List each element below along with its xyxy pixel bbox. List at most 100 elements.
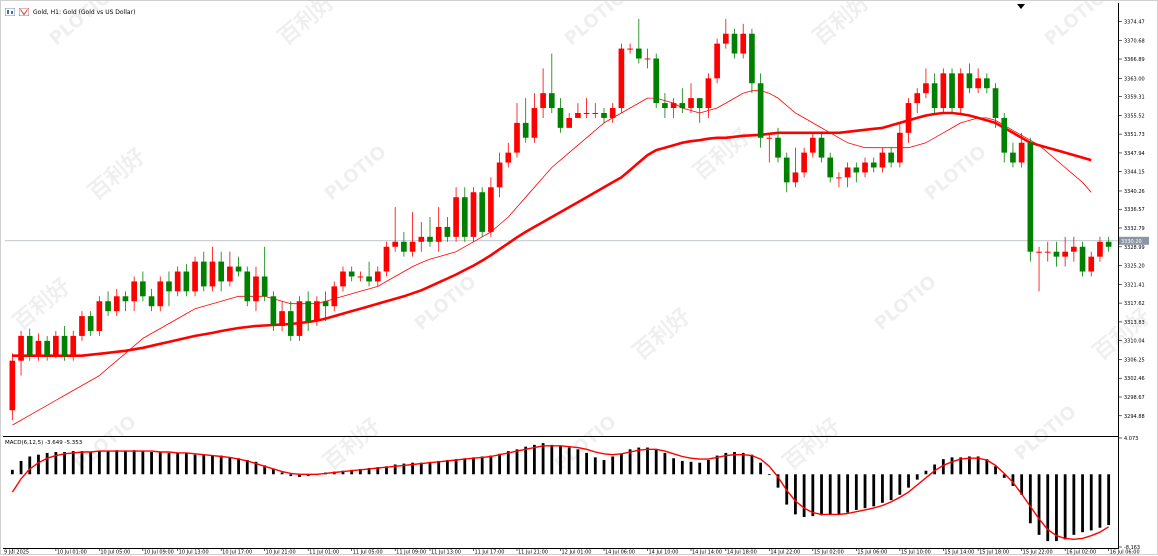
candle[interactable] [522,98,529,143]
candle[interactable] [122,291,129,312]
candle[interactable] [418,221,425,252]
candle[interactable] [801,147,807,178]
candle[interactable] [409,212,416,257]
candle[interactable] [157,276,164,312]
candle[interactable] [270,291,277,331]
candle[interactable] [557,98,564,133]
candle[interactable] [809,132,816,158]
candle[interactable] [775,127,781,163]
candle[interactable] [862,157,868,178]
candle[interactable] [1018,132,1025,168]
candle[interactable] [235,256,242,277]
candle[interactable] [79,311,85,341]
candle[interactable] [479,187,486,237]
candle[interactable] [635,18,642,64]
candle[interactable] [888,147,894,168]
candle[interactable] [296,296,303,341]
candle[interactable] [853,162,860,183]
candle[interactable] [461,187,468,242]
candle[interactable] [827,152,834,183]
candle[interactable] [644,48,651,69]
candle[interactable] [227,251,233,287]
candle[interactable] [105,291,111,317]
candle[interactable] [714,38,720,84]
candle[interactable] [26,328,33,361]
candle[interactable] [444,217,451,242]
candle[interactable] [314,296,320,327]
candle[interactable] [287,301,294,341]
candle[interactable] [749,28,755,94]
candle[interactable] [1001,112,1008,163]
candle[interactable] [174,266,181,297]
candle[interactable] [253,266,259,312]
candle[interactable] [183,264,190,297]
candle[interactable] [940,68,947,113]
candle[interactable] [140,271,146,302]
candle[interactable] [583,98,590,118]
candle[interactable] [496,152,503,198]
candle[interactable] [688,83,694,113]
candle[interactable] [279,301,285,331]
candle[interactable] [670,98,677,118]
candle[interactable] [836,172,842,188]
candle[interactable] [609,103,616,123]
candle[interactable] [696,98,703,123]
candle[interactable] [949,68,955,113]
candle[interactable] [792,147,799,188]
candle[interactable] [488,177,494,237]
candle[interactable] [1027,137,1034,262]
candle[interactable] [244,266,251,307]
candle[interactable] [566,112,573,128]
candle[interactable] [705,73,712,118]
candle[interactable] [618,43,625,113]
candle[interactable] [966,63,973,94]
candle[interactable] [113,288,120,317]
candle[interactable] [879,147,886,173]
candle[interactable] [383,241,390,277]
candle[interactable] [818,132,825,163]
candle[interactable] [679,88,686,113]
candle[interactable] [975,68,981,94]
candle[interactable] [575,103,581,118]
candle[interactable] [392,207,399,252]
candle[interactable] [96,296,103,336]
candle[interactable] [35,333,42,361]
candle[interactable] [53,330,59,359]
candle[interactable] [601,108,607,123]
candle[interactable] [914,88,921,113]
candle[interactable] [905,98,912,143]
candle[interactable] [348,266,355,282]
candle[interactable] [340,266,346,292]
candle[interactable] [209,246,216,292]
candle[interactable] [357,271,364,282]
candle[interactable] [1036,246,1042,292]
candle[interactable] [514,103,520,158]
candle[interactable] [1044,241,1051,262]
candle[interactable] [505,142,512,168]
candle[interactable] [9,353,16,421]
candle[interactable] [592,103,599,118]
candle[interactable] [200,251,207,292]
candle[interactable] [374,266,381,287]
candle[interactable] [1053,241,1060,267]
candle[interactable] [766,132,773,163]
candle[interactable] [166,271,172,307]
candle[interactable] [984,73,990,94]
candle[interactable] [18,330,24,376]
candle[interactable] [435,207,442,252]
candle[interactable] [305,291,312,331]
candle[interactable] [427,217,433,247]
candle[interactable] [401,231,407,257]
candle[interactable] [722,18,729,49]
shift-marker-icon[interactable] [1017,4,1025,9]
candle[interactable] [331,281,338,312]
candle[interactable] [44,335,50,361]
candle[interactable] [653,53,660,109]
candle[interactable] [540,68,546,118]
signal-icon[interactable] [19,8,29,16]
candle[interactable] [844,162,851,188]
candle[interactable] [1088,251,1095,277]
candle[interactable] [740,23,747,59]
